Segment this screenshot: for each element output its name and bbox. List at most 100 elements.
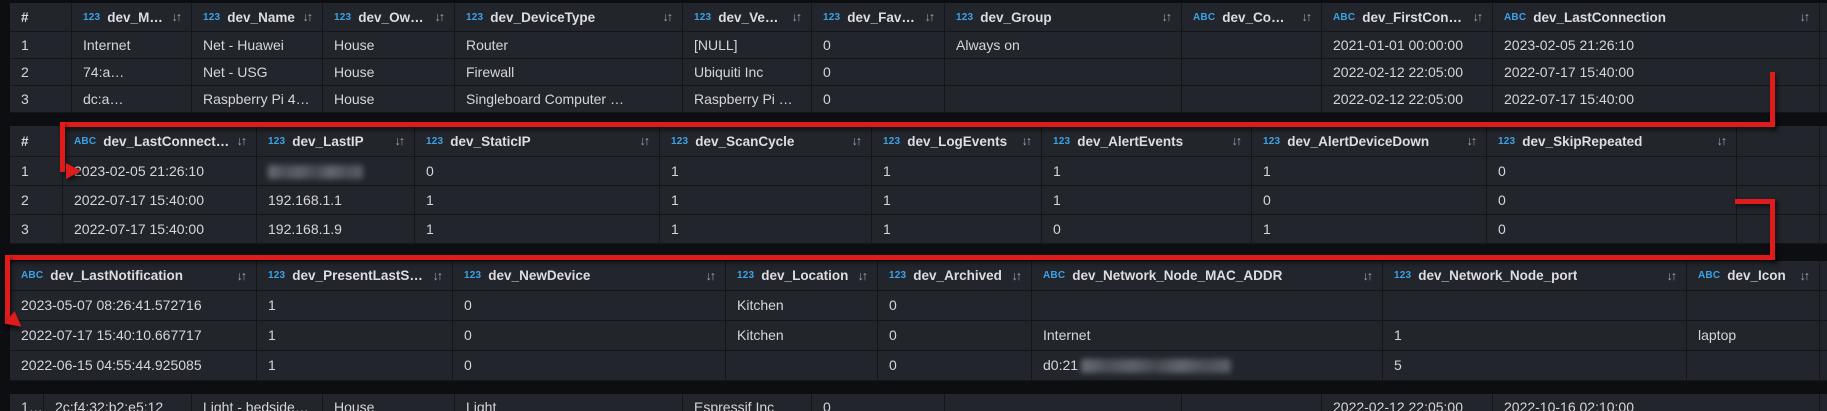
field-type-icon-123: 123 <box>268 270 286 281</box>
sort-icon: ↓↑ <box>924 10 935 24</box>
cell-dev_Name: Raspberry Pi 4 LAN <box>192 86 323 112</box>
cell-dev_Favorite: 0 <box>812 394 945 411</box>
header-label-dev_NewDevice: dev_NewDevice <box>488 268 591 283</box>
cell-dev_Favorite: 0 <box>812 32 945 58</box>
cell-dev_Owner: House <box>323 86 455 112</box>
header-cell-dev_Vendor[interactable]: 123 dev_Vendor ↓↑ <box>683 3 812 31</box>
sort-icon: ↓↑ <box>1362 268 1373 283</box>
cell-dev_Vendor: Ubiquiti Inc <box>683 59 812 85</box>
field-type-icon-abc: ABC <box>1043 270 1066 281</box>
cell-dev_PresentLastScan: 1 <box>257 321 453 350</box>
cell-dev_LastIP: 192.168.1.9 <box>257 215 415 243</box>
sort-icon: ↓↑ <box>662 10 673 24</box>
header-cell-dev_LastIP[interactable]: 123 dev_LastIP ↓↑ <box>257 126 415 156</box>
header-cell-dev_Network_Node_port[interactable]: 123 dev_Network_Node_port ↓↑ <box>1383 261 1687 290</box>
cell-dev_Group <box>945 394 1182 411</box>
header-cell-dev_LastConnection[interactable]: ABC dev_LastConnection ↓↑ <box>1493 3 1820 31</box>
header-cell-dev_Location[interactable]: 123 dev_Location ↓↑ <box>726 261 878 290</box>
header-cell-dev_Icon[interactable]: ABC dev_Icon ↓↑ <box>1687 261 1820 290</box>
cell-dev_LastIP <box>257 157 415 185</box>
header-cell-dev_PresentLastScan[interactable]: 123 dev_PresentLastScan ↓↑ <box>257 261 453 290</box>
cell-dev_Location: Kitchen <box>726 291 878 320</box>
cell-row-index: 13 <box>10 394 44 411</box>
cell-dev_StaticIP: 1 <box>415 186 660 214</box>
header-cell-dev_LogEvents[interactable]: 123 dev_LogEvents ↓↑ <box>872 126 1042 156</box>
sort-icon: ↓↑ <box>1021 134 1032 148</box>
cell-dev_NewDevice: 0 <box>453 321 726 350</box>
cell-dev_LastConnection: 2023-02-05 21:26:10 <box>1493 32 1820 58</box>
header-cell-dev_Group[interactable]: 123 dev_Group ↓↑ <box>945 3 1182 31</box>
cell-edge <box>1820 291 1827 320</box>
header-cell-dev_ScanCycle[interactable]: 123 dev_ScanCycle ↓↑ <box>660 126 872 156</box>
header-cell-dev_DeviceType[interactable]: 123 dev_DeviceType ↓↑ <box>455 3 683 31</box>
sort-icon: ↓↑ <box>851 134 862 148</box>
cell-dev_Archived: 0 <box>878 291 1032 320</box>
cell-dev_Owner: House <box>323 32 455 58</box>
cell-dev_Group <box>945 86 1182 112</box>
table-row: 3 2022-07-17 15:40:00 192.168.1.9 1 1 1 0 1 0 <box>10 215 1827 244</box>
cell-dev_LastNotification: 2023-05-07 08:26:41.572716 <box>10 291 257 320</box>
cell-dev_AlertEvents: 0 <box>1042 215 1252 243</box>
header-cell-dev_Comments[interactable]: ABC dev_Comments ↓↑ <box>1182 3 1322 31</box>
cell-edge <box>1820 186 1827 214</box>
header-label-dev_StaticIP: dev_StaticIP <box>450 133 531 149</box>
sort-icon: ↓↑ <box>791 10 802 24</box>
header-cell-dev_Archived[interactable]: 123 dev_Archived ↓↑ <box>878 261 1032 290</box>
cell-dev_Network_Node_port <box>1383 291 1687 320</box>
cell-dev_LastNotification: 2022-07-17 15:40:10.667717 <box>10 321 257 350</box>
cell-dev_Network_Node_MAC_ADDR: d0:21 <box>1032 351 1383 380</box>
header-label-dev_LastNotification: dev_LastNotification <box>50 268 184 283</box>
header-cell-dev_Network_Node_MAC_ADDR[interactable]: ABC dev_Network_Node_MAC_ADDR ↓↑ <box>1032 261 1383 290</box>
cell-dev_PresentLastScan: 1 <box>257 291 453 320</box>
field-type-icon-123: 123 <box>889 270 907 281</box>
cell-dev_AlertDeviceDown: 0 <box>1252 186 1487 214</box>
cell-row-index: 2 <box>10 59 72 85</box>
annotation-arrow-2-segment <box>5 255 1775 260</box>
header-label-row-index: # <box>21 9 29 25</box>
table-header-row: # ABC dev_LastConnection ↓↑ 123 dev_LastIP ↓↑ 1… <box>10 126 1827 157</box>
header-cell-dev_Name[interactable]: 123 dev_Name ↓↑ <box>192 3 323 31</box>
header-cell-edge <box>1820 3 1827 31</box>
field-type-icon-123: 123 <box>466 11 484 23</box>
cell-dev_Archived: 0 <box>878 321 1032 350</box>
sort-icon: ↓↑ <box>1231 134 1242 148</box>
header-cell-dev_AlertDeviceDown[interactable]: 123 dev_AlertDeviceDown ↓↑ <box>1252 126 1487 156</box>
sort-icon: ↓↑ <box>1799 268 1810 283</box>
header-cell-dev_LastConnection[interactable]: ABC dev_LastConnection ↓↑ <box>63 126 257 156</box>
cell-dev_MAC: 74:a <box>72 59 192 85</box>
header-cell-dev_LastNotification[interactable]: ABC dev_LastNotification ↓↑ <box>10 261 257 290</box>
cell-dev_MAC: 2c:f4:32:b2:e5:12 <box>44 394 192 411</box>
header-cell-dev_SkipRepeated[interactable]: 123 dev_SkipRepeated ↓↑ <box>1487 126 1737 156</box>
header-cell-dev_Owner[interactable]: 123 dev_Owner ↓↑ <box>323 3 455 31</box>
header-cell-dev_FirstConnection[interactable]: ABC dev_FirstConnection ↓↑ <box>1322 3 1493 31</box>
header-cell-edge <box>1820 261 1827 290</box>
cell-dev_AlertDeviceDown: 1 <box>1252 215 1487 243</box>
header-cell-dev_AlertEvents[interactable]: 123 dev_AlertEvents ↓↑ <box>1042 126 1252 156</box>
header-cell-row-index[interactable]: # <box>10 3 72 31</box>
field-type-icon-123: 123 <box>83 11 101 23</box>
header-cell-dev_NewDevice[interactable]: 123 dev_NewDevice ↓↑ <box>453 261 726 290</box>
table-row: 2 74:a Net - USG House Firewall Ubiquiti Inc 0… <box>10 59 1827 86</box>
header-cell-dev_StaticIP[interactable]: 123 dev_StaticIP ↓↑ <box>415 126 660 156</box>
sort-icon: ↓↑ <box>236 134 247 148</box>
sort-icon: ↓↑ <box>1161 10 1172 24</box>
sort-icon: ↓↑ <box>434 10 445 24</box>
cell-edge <box>1820 32 1827 58</box>
table-row: 13 2c:f4:32:b2:e5:12 Light - bedside S… Hou… <box>10 394 1827 411</box>
header-label-dev_Name: dev_Name <box>227 9 295 25</box>
header-cell-row-index[interactable]: # <box>10 126 63 156</box>
header-cell-dev_Favorite[interactable]: 123 dev_Favorite ↓↑ <box>812 3 945 31</box>
cell-empty <box>1737 186 1820 214</box>
cell-dev_SkipRepeated: 0 <box>1487 215 1737 243</box>
cell-dev_Group: Always on <box>945 32 1182 58</box>
table-row: 3 dc:a Raspberry Pi 4 LAN House Singleboard … <box>10 86 1827 113</box>
sort-icon: ↓↑ <box>1472 10 1483 24</box>
table-row: 2022-06-15 04:55:44.925085 1 0 0 d0:21 5 <box>10 351 1827 381</box>
header-cell-dev_MAC[interactable]: 123 dev_MAC ↓↑ <box>72 3 192 31</box>
field-type-icon-123: 123 <box>1053 135 1071 147</box>
cell-dev_SkipRepeated: 0 <box>1487 186 1737 214</box>
cell-edge <box>1820 215 1827 243</box>
cell-empty <box>1737 215 1820 243</box>
cell-dev_Comments <box>1182 394 1322 411</box>
